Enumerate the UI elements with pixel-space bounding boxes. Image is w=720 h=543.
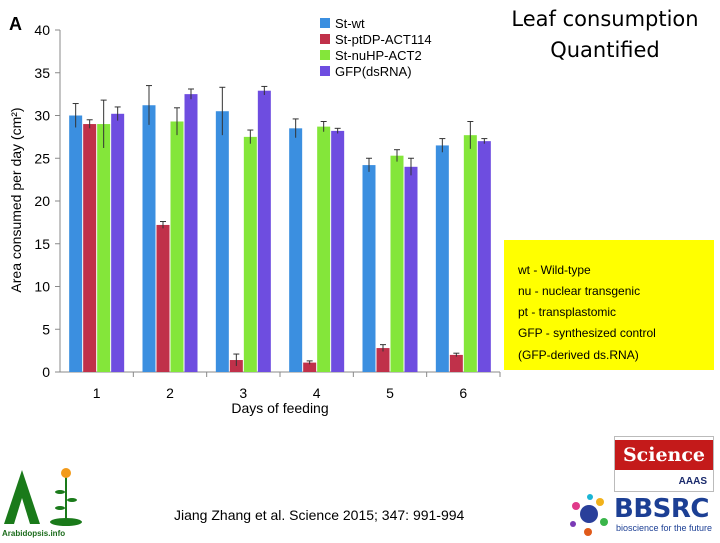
bar [463,135,477,372]
legend-swatch [320,50,330,60]
science-logo-word: Science [615,440,713,470]
bar [170,121,184,372]
y-tick-label: 40 [34,22,50,38]
bar [243,136,257,372]
plant-icon [4,468,82,526]
bar [184,94,198,372]
bar [289,128,303,372]
bar [142,105,156,373]
legend-label: St-wt [335,16,365,31]
y-tick-label: 10 [34,279,50,295]
bar [404,166,418,372]
bar [111,113,125,372]
bar [215,111,229,372]
y-axis-label: Area consumed per day (cm²) [8,107,24,292]
bar [303,362,317,372]
slide-title-line1: Leaf consumption [511,7,699,31]
note-line: nu - nuclear transgenic [518,284,641,298]
slide-title: Leaf consumption Quantified [490,4,720,66]
bar [156,224,170,372]
x-axis-label: Days of feeding [231,400,328,416]
legend-swatch [320,18,330,28]
y-tick-label: 5 [42,321,50,337]
bbsrc-tagline: bioscience for the future [616,523,713,533]
arabidopsis-label: Arabidopsis.info [2,529,66,538]
bar [257,90,271,372]
x-tick-label: 3 [239,385,247,401]
bar [317,126,331,373]
bar [435,145,449,372]
y-tick-label: 25 [34,150,50,166]
x-tick-label: 1 [93,385,101,401]
panel-label: A [9,14,22,34]
note-line: (GFP-derived ds.RNA) [518,348,639,362]
x-tick-label: 5 [386,385,394,401]
bar [449,354,463,372]
bar [362,165,376,372]
bar [477,141,491,372]
aaas-label: AAAS [678,476,707,487]
abbreviation-notes: wt - Wild-type nu - nuclear transgenic p… [504,240,714,370]
citation: Jiang Zhang et al. Science 2015; 347: 99… [174,507,465,523]
bar [331,130,345,372]
bar [83,124,97,372]
arabidopsis-logo: Arabidopsis.info [0,462,84,540]
bbsrc-emblem-icon [570,494,608,536]
bar [69,115,83,372]
x-tick-label: 6 [459,385,467,401]
bar [390,155,404,372]
legend-label: GFP(dsRNA) [335,64,412,79]
note-line: wt - Wild-type [518,263,591,277]
science-logo: Science AAAS [614,436,714,492]
bar [97,124,111,372]
y-tick-label: 0 [42,364,50,380]
x-tick-label: 2 [166,385,174,401]
bbsrc-name: BBSRC [614,494,709,524]
legend-swatch [320,34,330,44]
legend-label: St-ptDP-ACT114 [335,32,432,47]
x-tick-label: 4 [313,385,321,401]
y-tick-label: 15 [34,236,50,252]
note-line: pt - transplastomic [518,305,617,319]
legend-swatch [320,66,330,76]
y-tick-label: 30 [34,108,50,124]
slide-title-line2: Quantified [550,38,660,62]
note-line: GFP - synthesized control [518,326,656,340]
y-tick-label: 20 [34,193,50,209]
y-tick-label: 35 [34,65,50,81]
legend-label: St-nuHP-ACT2 [335,48,422,63]
bbsrc-logo: BBSRC bioscience for the future [566,492,720,538]
bar [376,348,390,372]
